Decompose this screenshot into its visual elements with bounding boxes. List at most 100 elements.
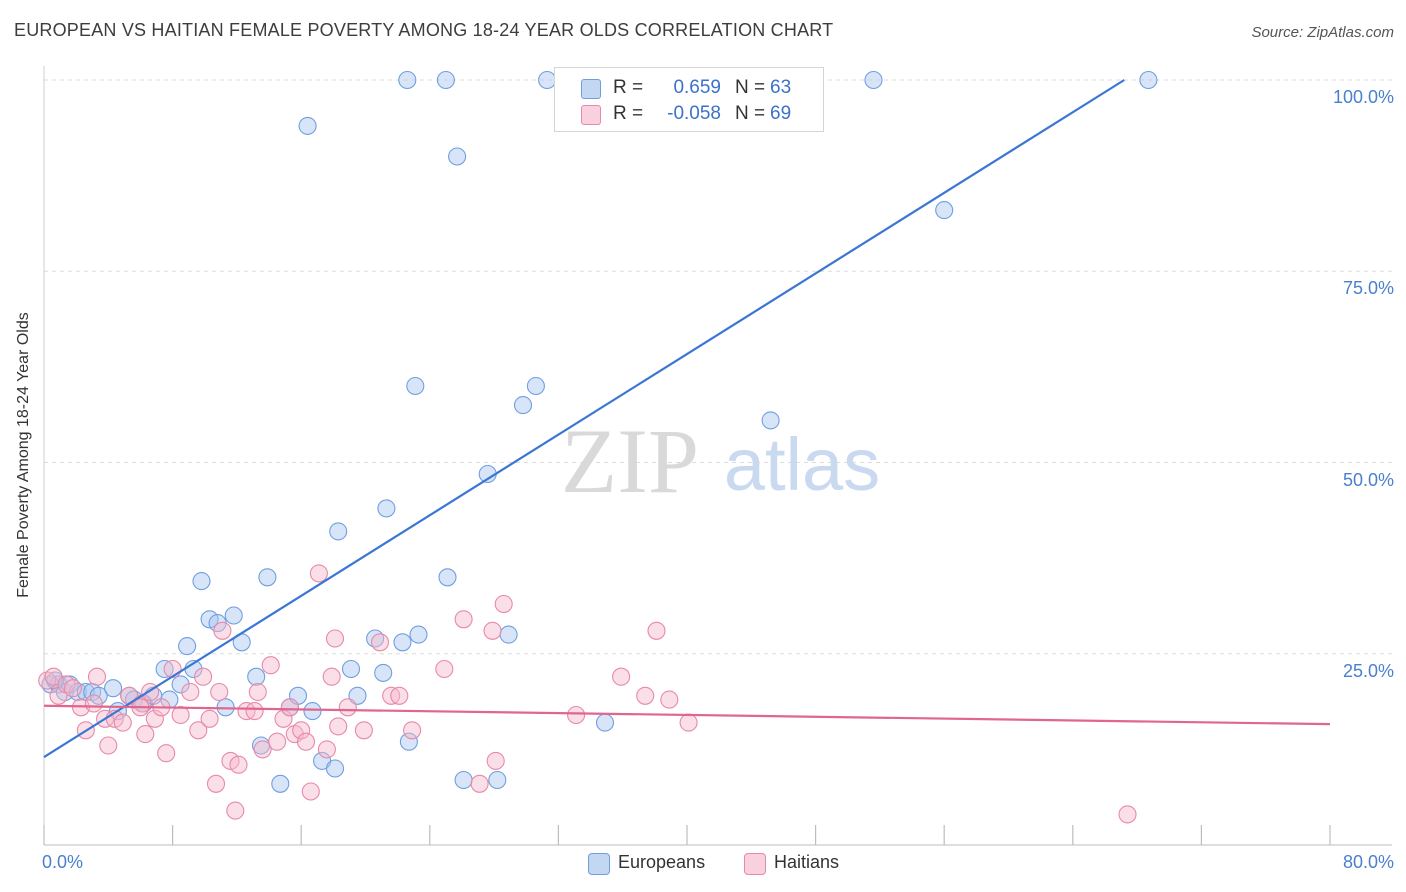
data-point-haitians[interactable] [612, 667, 631, 686]
data-point-europeans[interactable] [595, 713, 615, 732]
data-point-europeans[interactable] [325, 759, 345, 778]
data-point-europeans[interactable] [298, 116, 317, 135]
data-point-europeans[interactable] [341, 659, 361, 679]
data-point-europeans[interactable] [1139, 70, 1158, 90]
data-point-europeans[interactable] [454, 770, 473, 790]
data-point-haitians[interactable] [171, 705, 190, 725]
data-point-haitians[interactable] [483, 621, 502, 640]
legend-r-value: -0.058 [667, 103, 721, 124]
data-point-haitians[interactable] [136, 725, 155, 744]
data-point-europeans[interactable] [935, 201, 954, 220]
data-point-europeans[interactable] [178, 637, 197, 656]
data-point-haitians[interactable] [268, 732, 287, 751]
data-point-haitians[interactable] [647, 621, 666, 640]
legend-row-europeans: R = 0.659 N = 63 [555, 75, 823, 101]
gridlines [44, 79, 1392, 655]
data-point-haitians[interactable] [354, 721, 373, 740]
data-point-haitians[interactable] [157, 744, 176, 763]
data-point-europeans[interactable] [488, 770, 507, 790]
data-point-europeans[interactable] [864, 70, 883, 90]
legend-n-value: 69 [770, 103, 792, 124]
data-point-europeans[interactable] [761, 411, 780, 430]
data-point-haitians[interactable] [679, 713, 698, 732]
data-point-haitians[interactable] [403, 721, 422, 740]
data-point-haitians[interactable] [301, 782, 320, 801]
trend-line-haitians [43, 704, 1331, 726]
data-point-europeans[interactable] [438, 568, 457, 587]
data-point-haitians[interactable] [660, 690, 679, 709]
data-point-haitians[interactable] [63, 679, 82, 698]
data-point-europeans[interactable] [271, 774, 290, 793]
data-point-haitians[interactable] [370, 633, 390, 652]
data-point-haitians[interactable] [338, 698, 357, 717]
data-point-haitians[interactable] [210, 682, 229, 702]
chart-title: EUROPEAN VS HAITIAN FEMALE POVERTY AMONG… [14, 20, 834, 40]
legend-label-haitians: Haitians [774, 852, 840, 872]
data-point-haitians[interactable] [309, 564, 328, 583]
data-point-haitians[interactable] [226, 801, 245, 820]
data-point-haitians[interactable] [189, 721, 208, 740]
data-point-europeans[interactable] [436, 70, 455, 90]
data-point-europeans[interactable] [398, 70, 417, 90]
data-point-europeans[interactable] [303, 702, 322, 721]
data-point-europeans[interactable] [247, 667, 266, 686]
data-point-haitians[interactable] [486, 751, 505, 770]
legend-row-haitians: R = -0.058 N = 69 [555, 101, 823, 127]
data-point-europeans[interactable] [348, 686, 367, 705]
data-point-europeans[interactable] [499, 625, 518, 644]
data-point-europeans[interactable] [104, 679, 123, 698]
data-point-europeans[interactable] [409, 625, 428, 644]
data-point-europeans[interactable] [406, 376, 425, 396]
data-point-haitians[interactable] [87, 667, 107, 686]
data-point-europeans[interactable] [513, 396, 533, 415]
data-point-haitians[interactable] [435, 659, 454, 679]
data-point-haitians[interactable] [494, 594, 513, 614]
legend-label-europeans: Europeans [618, 852, 706, 872]
data-point-haitians[interactable] [181, 682, 200, 702]
data-point-haitians[interactable] [292, 721, 311, 740]
x-tick-label: 0.0% [42, 852, 84, 872]
data-point-haitians[interactable] [280, 698, 299, 717]
data-point-europeans[interactable] [374, 663, 393, 682]
data-point-europeans[interactable] [258, 568, 277, 587]
data-point-europeans[interactable] [448, 147, 467, 166]
data-point-haitians[interactable] [145, 709, 164, 728]
data-point-haitians[interactable] [390, 686, 409, 705]
data-point-haitians[interactable] [194, 667, 213, 686]
data-point-haitians[interactable] [248, 682, 267, 702]
data-point-haitians[interactable] [261, 656, 280, 675]
data-point-haitians[interactable] [99, 736, 118, 755]
data-point-haitians[interactable] [229, 755, 248, 774]
data-point-haitians[interactable] [206, 774, 226, 793]
correlation-legend: R = 0.659 N = 63 R = -0.058 N = 69 [554, 67, 824, 132]
data-point-haitians[interactable] [245, 702, 264, 721]
data-point-europeans[interactable] [377, 499, 396, 518]
data-point-europeans[interactable] [393, 633, 412, 652]
series-europeans [41, 70, 1158, 793]
data-point-haitians[interactable] [325, 629, 345, 648]
data-point-haitians[interactable] [470, 774, 489, 793]
data-point-haitians[interactable] [322, 667, 341, 686]
data-point-haitians[interactable] [636, 686, 655, 705]
data-point-europeans[interactable] [171, 675, 190, 694]
data-point-europeans[interactable] [329, 522, 348, 541]
data-point-haitians[interactable] [329, 717, 348, 736]
data-point-haitians[interactable] [253, 740, 272, 759]
data-point-haitians[interactable] [454, 610, 473, 629]
data-point-haitians[interactable] [200, 709, 219, 728]
data-point-haitians[interactable] [296, 732, 316, 751]
data-point-europeans[interactable] [224, 606, 243, 625]
legend-swatch-haitians [744, 853, 766, 875]
data-point-haitians[interactable] [567, 705, 586, 725]
data-point-haitians[interactable] [1118, 805, 1137, 824]
data-point-haitians[interactable] [274, 709, 293, 728]
data-point-haitians[interactable] [163, 659, 182, 679]
data-point-europeans[interactable] [192, 572, 211, 591]
data-point-haitians[interactable] [84, 694, 103, 713]
data-point-europeans[interactable] [526, 376, 545, 396]
data-point-europeans[interactable] [399, 732, 418, 751]
legend-r-label: R = [613, 77, 644, 98]
data-point-haitians[interactable] [113, 713, 132, 732]
data-point-haitians[interactable] [317, 740, 336, 759]
data-point-haitians[interactable] [213, 621, 232, 640]
